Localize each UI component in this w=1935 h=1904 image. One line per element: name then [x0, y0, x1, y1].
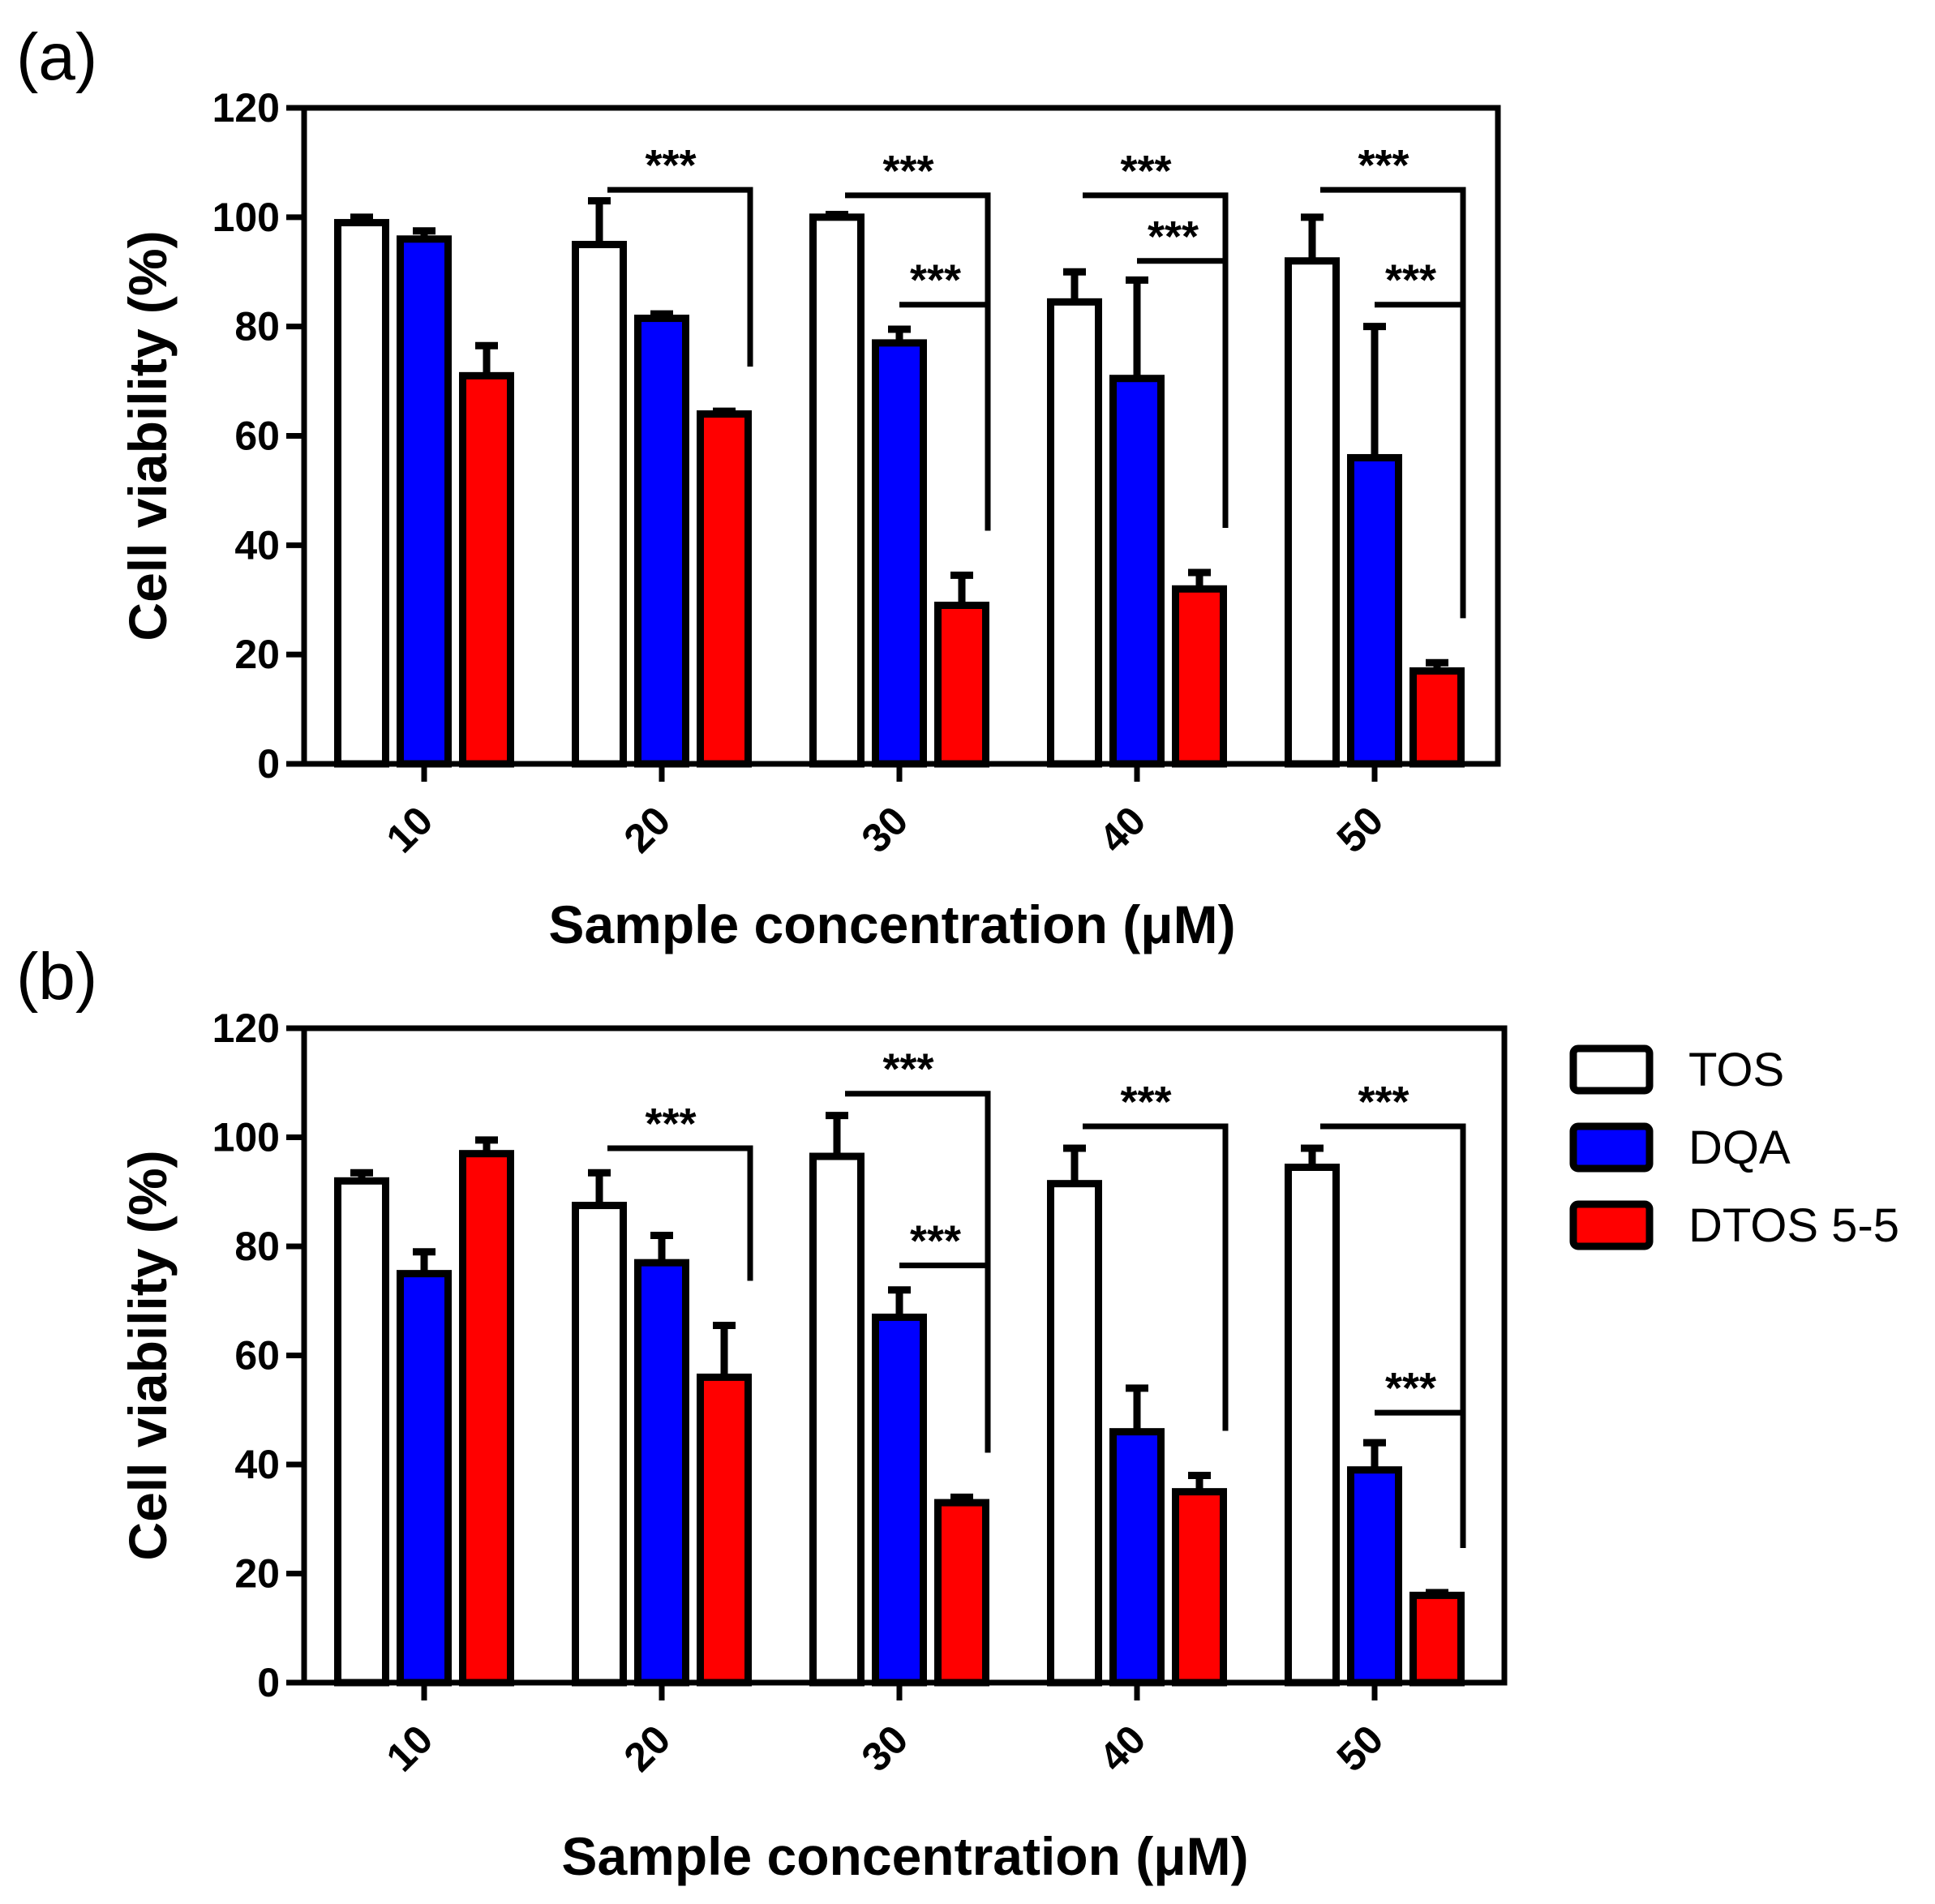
bar — [1047, 1180, 1102, 1687]
plot-frame — [301, 105, 1501, 767]
y-tick-label: 80 — [234, 304, 280, 349]
panel-label: (a) — [16, 20, 97, 94]
significance-label: *** — [882, 147, 933, 195]
significance-bracket — [1137, 258, 1229, 529]
significance-bracket — [899, 302, 991, 531]
bar — [397, 235, 452, 768]
panel-b: (b) Cell viability (%) Sample concentratio… — [16, 940, 1508, 1886]
y-tick-label: 80 — [234, 1224, 280, 1269]
significance-bracket — [607, 1145, 753, 1281]
significance-label: *** — [1148, 212, 1199, 261]
x-tick-label: 40 — [1091, 798, 1155, 862]
y-tick-label: 0 — [257, 1660, 280, 1705]
bar — [1109, 375, 1165, 768]
bar — [334, 219, 389, 768]
significance-bracket — [607, 187, 753, 367]
x-tick-label: 20 — [616, 1717, 680, 1781]
x-axis-title: Sample concentration (μM) — [548, 894, 1235, 954]
bar — [634, 1259, 689, 1687]
significance-label: *** — [910, 1217, 961, 1266]
bar — [1285, 1163, 1340, 1687]
y-tick-label: 20 — [234, 632, 280, 677]
significance-label: *** — [1358, 141, 1409, 190]
bar — [1409, 1591, 1465, 1687]
bar — [1347, 1466, 1402, 1687]
panel-label: (b) — [16, 940, 97, 1014]
bar — [697, 410, 752, 768]
significance-label: *** — [1120, 1078, 1171, 1126]
bar — [334, 1177, 389, 1687]
significance-bracket — [899, 1263, 991, 1453]
legend-swatch — [1569, 1200, 1654, 1250]
y-axis-title: Cell viability (%) — [118, 1150, 178, 1560]
bar — [1347, 453, 1402, 768]
significance-label: *** — [1385, 1364, 1436, 1413]
y-tick-label: 40 — [234, 1442, 280, 1487]
x-tick-label: 20 — [616, 798, 680, 862]
bar — [934, 601, 989, 768]
legend-swatch — [1569, 1122, 1654, 1173]
legend: TOS DQA DTOS 5-5 — [1569, 1044, 1899, 1252]
significance-label: *** — [1385, 256, 1436, 305]
bar — [872, 339, 927, 768]
bar — [1285, 257, 1340, 768]
x-tick-label: 50 — [1328, 798, 1392, 862]
bar — [459, 1150, 514, 1687]
y-tick-label: 20 — [234, 1551, 280, 1597]
bar — [1172, 585, 1227, 768]
bar — [872, 1313, 927, 1687]
significance-label: *** — [882, 1045, 933, 1094]
significance-bracket — [1375, 302, 1466, 619]
legend-label: DQA — [1688, 1121, 1791, 1174]
significance-label: *** — [1358, 1078, 1409, 1126]
y-tick-label: 120 — [212, 1006, 280, 1051]
x-tick-label: 40 — [1091, 1717, 1155, 1781]
legend-label: DTOS 5-5 — [1688, 1199, 1899, 1252]
significance-bracket — [1083, 1123, 1229, 1431]
y-axis-title: Cell viability (%) — [118, 230, 178, 641]
legend-label: TOS — [1688, 1044, 1784, 1096]
bar — [634, 315, 689, 768]
significance-label: *** — [910, 256, 961, 305]
y-tick-label: 100 — [212, 195, 280, 240]
bar — [1109, 1428, 1165, 1687]
bar — [1409, 667, 1465, 768]
x-tick-label: 10 — [378, 798, 442, 862]
significance-label: *** — [1120, 147, 1171, 195]
bar — [697, 1373, 752, 1687]
bar — [1047, 298, 1102, 768]
bar — [934, 1499, 989, 1687]
significance-bracket — [1320, 1123, 1466, 1549]
x-tick-label: 10 — [378, 1717, 442, 1781]
bar — [459, 371, 514, 768]
x-tick-label: 30 — [853, 798, 917, 862]
bar — [572, 241, 627, 768]
significance-label: *** — [645, 141, 696, 190]
y-tick-label: 120 — [212, 85, 280, 131]
y-tick-label: 40 — [234, 522, 280, 568]
plot-frame — [301, 1025, 1508, 1686]
panel-a: (a) Cell viability (%) Sample concentratio… — [16, 20, 1501, 954]
bar — [809, 213, 865, 768]
y-tick-label: 100 — [212, 1115, 280, 1160]
bar — [572, 1202, 627, 1687]
legend-swatch — [1569, 1044, 1654, 1095]
x-tick-label: 50 — [1328, 1717, 1392, 1781]
bar — [1172, 1488, 1227, 1687]
y-tick-label: 0 — [257, 741, 280, 787]
y-tick-label: 60 — [234, 414, 280, 459]
y-tick-label: 60 — [234, 1333, 280, 1379]
significance-bracket — [1375, 1409, 1466, 1549]
x-axis-title: Sample concentration (μM) — [561, 1826, 1248, 1886]
significance-label: *** — [645, 1100, 696, 1148]
bar — [809, 1152, 865, 1687]
bar — [397, 1270, 452, 1687]
x-tick-label: 30 — [853, 1717, 917, 1781]
